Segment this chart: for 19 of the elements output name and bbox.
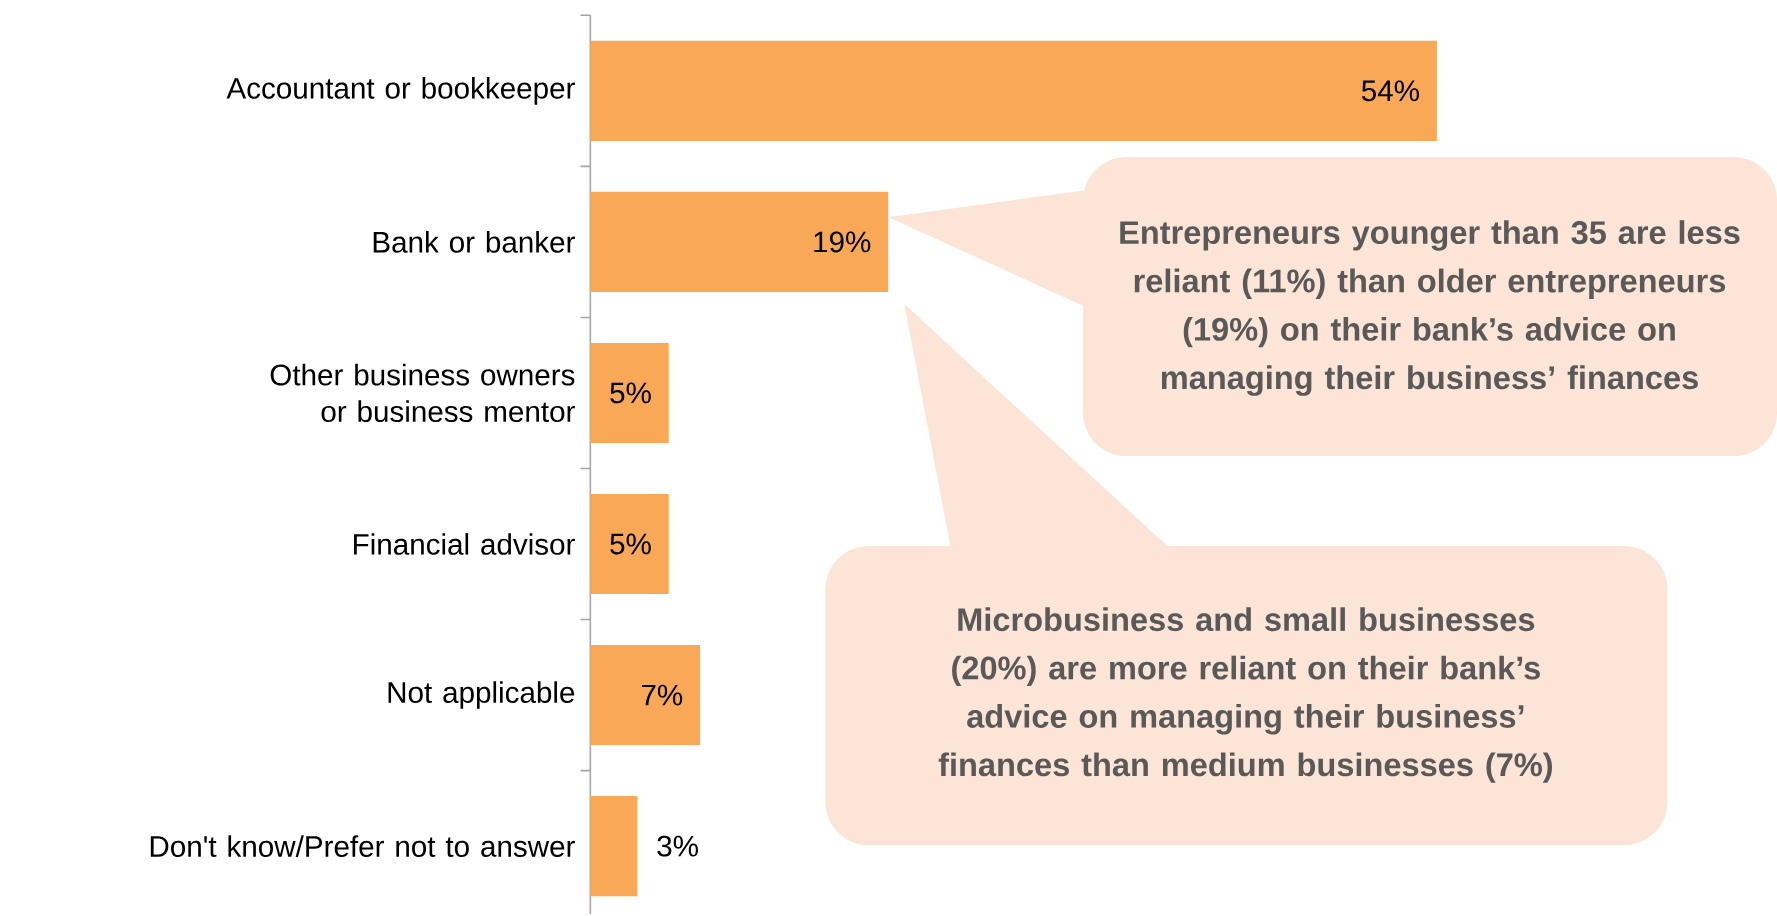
bar bbox=[590, 342, 669, 443]
y-tick-label: Other business owners or business mentor bbox=[270, 363, 575, 423]
data-label: 5% bbox=[610, 382, 651, 404]
y-tick-label: Financial advisor bbox=[354, 533, 575, 555]
data-label: 19% bbox=[814, 231, 871, 253]
bar bbox=[590, 40, 1437, 141]
data-label: 3% bbox=[657, 835, 698, 857]
data-label: 7% bbox=[641, 684, 683, 706]
data-label: 54% bbox=[1361, 80, 1419, 102]
y-tick-label: Not applicable bbox=[388, 681, 575, 709]
data-label: 5% bbox=[610, 533, 651, 555]
bar bbox=[590, 796, 638, 897]
bar bbox=[590, 493, 669, 594]
y-tick-label: Bank or banker bbox=[373, 230, 575, 253]
y-tick-label: Accountant or bookkeeper bbox=[226, 76, 575, 105]
y-tick-label: Don't know/Prefer not to answer bbox=[150, 835, 575, 857]
bar bbox=[590, 644, 701, 746]
annotation: Microbusiness and small businesses (20%) are more reliant on their bank’s advice on managing their business’ finances than medium businesses (7%) bbox=[938, 607, 1552, 783]
annotation: Entrepreneurs younger than 35 are less reliant (11%) than older entrepreneurs (19%) on their bank’s advice on managing their business’ finances bbox=[1120, 220, 1740, 396]
